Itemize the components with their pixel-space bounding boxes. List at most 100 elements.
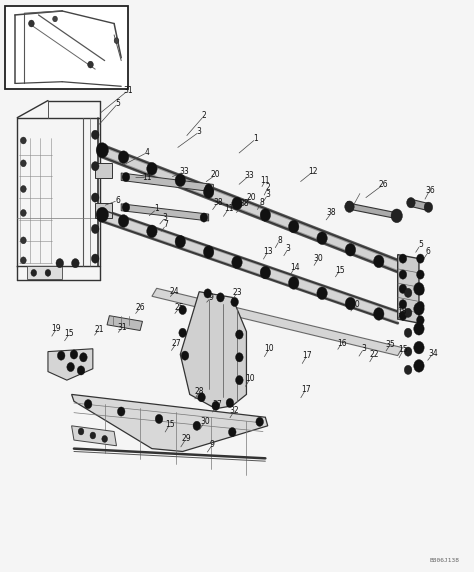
Text: 3: 3	[265, 190, 270, 199]
Circle shape	[260, 209, 271, 221]
Circle shape	[118, 151, 129, 164]
Text: 10: 10	[246, 374, 255, 383]
Circle shape	[114, 38, 119, 43]
Text: 3: 3	[286, 244, 291, 253]
Circle shape	[90, 432, 96, 439]
Circle shape	[96, 207, 109, 222]
Polygon shape	[107, 316, 143, 331]
Polygon shape	[152, 288, 402, 356]
Text: 30: 30	[313, 254, 323, 263]
Circle shape	[289, 220, 299, 233]
Circle shape	[228, 427, 236, 436]
Text: 14: 14	[290, 263, 300, 272]
Circle shape	[414, 341, 424, 354]
Text: 19: 19	[52, 324, 61, 333]
Circle shape	[232, 256, 242, 269]
Text: 21: 21	[94, 325, 104, 334]
Text: 34: 34	[428, 349, 438, 358]
Circle shape	[374, 255, 384, 268]
Circle shape	[399, 311, 407, 320]
Polygon shape	[410, 199, 430, 210]
Circle shape	[404, 308, 412, 317]
Polygon shape	[95, 164, 112, 177]
Text: 11: 11	[224, 204, 233, 213]
Text: 38: 38	[213, 197, 223, 206]
Circle shape	[404, 328, 412, 337]
Circle shape	[122, 202, 130, 212]
Text: 4: 4	[145, 148, 150, 157]
Circle shape	[57, 351, 65, 360]
Polygon shape	[121, 204, 209, 221]
Circle shape	[404, 347, 412, 356]
Circle shape	[212, 402, 219, 410]
Circle shape	[102, 435, 108, 442]
Text: 2: 2	[201, 112, 206, 121]
Text: 32: 32	[230, 406, 239, 415]
Circle shape	[193, 421, 201, 430]
Circle shape	[96, 143, 109, 158]
Text: 17: 17	[301, 386, 310, 394]
Circle shape	[91, 254, 99, 263]
Text: 23: 23	[232, 288, 242, 297]
Circle shape	[236, 353, 243, 362]
Text: 40: 40	[350, 300, 360, 309]
Circle shape	[88, 61, 93, 68]
Polygon shape	[121, 173, 213, 192]
Text: 28: 28	[194, 387, 204, 396]
Circle shape	[56, 259, 64, 268]
Circle shape	[179, 305, 186, 315]
Text: 27: 27	[172, 339, 182, 348]
Text: 29: 29	[181, 434, 191, 443]
Circle shape	[399, 300, 407, 309]
Text: 2: 2	[265, 184, 270, 192]
Bar	[5, 6, 128, 89]
Circle shape	[260, 267, 271, 279]
Circle shape	[84, 400, 92, 408]
Circle shape	[20, 237, 26, 244]
Text: 11: 11	[261, 176, 270, 185]
Circle shape	[175, 235, 185, 248]
Text: 38: 38	[239, 198, 249, 208]
Circle shape	[236, 330, 243, 339]
Circle shape	[200, 213, 208, 222]
Text: 10: 10	[264, 344, 274, 353]
Circle shape	[399, 284, 407, 293]
Circle shape	[317, 232, 327, 244]
Polygon shape	[398, 255, 419, 323]
Circle shape	[391, 209, 402, 223]
Circle shape	[45, 269, 51, 276]
Circle shape	[414, 323, 424, 335]
Text: 3: 3	[163, 213, 168, 222]
Text: 33: 33	[244, 172, 254, 180]
Text: 38: 38	[327, 208, 337, 217]
Circle shape	[20, 160, 26, 167]
Text: 26: 26	[135, 303, 145, 312]
Text: 15: 15	[335, 265, 345, 275]
Circle shape	[91, 162, 99, 170]
Circle shape	[118, 407, 125, 416]
Text: 25: 25	[174, 303, 184, 312]
Text: 7: 7	[164, 220, 169, 229]
Circle shape	[203, 185, 214, 198]
Circle shape	[203, 246, 214, 258]
Polygon shape	[72, 426, 117, 446]
Circle shape	[317, 287, 327, 300]
Circle shape	[181, 351, 189, 360]
Text: 8: 8	[277, 236, 282, 245]
Polygon shape	[48, 349, 93, 380]
Circle shape	[53, 16, 57, 22]
Text: 1: 1	[154, 204, 159, 213]
Circle shape	[122, 172, 130, 181]
Circle shape	[179, 328, 186, 337]
Text: 9: 9	[209, 293, 213, 302]
Text: 9: 9	[210, 440, 215, 449]
Circle shape	[72, 259, 79, 268]
Circle shape	[399, 254, 407, 263]
Circle shape	[175, 174, 185, 186]
Text: 26: 26	[379, 180, 388, 189]
Text: 31: 31	[118, 323, 128, 332]
Text: 15: 15	[165, 420, 175, 428]
Polygon shape	[95, 203, 112, 217]
Circle shape	[414, 283, 424, 295]
Circle shape	[417, 316, 424, 325]
